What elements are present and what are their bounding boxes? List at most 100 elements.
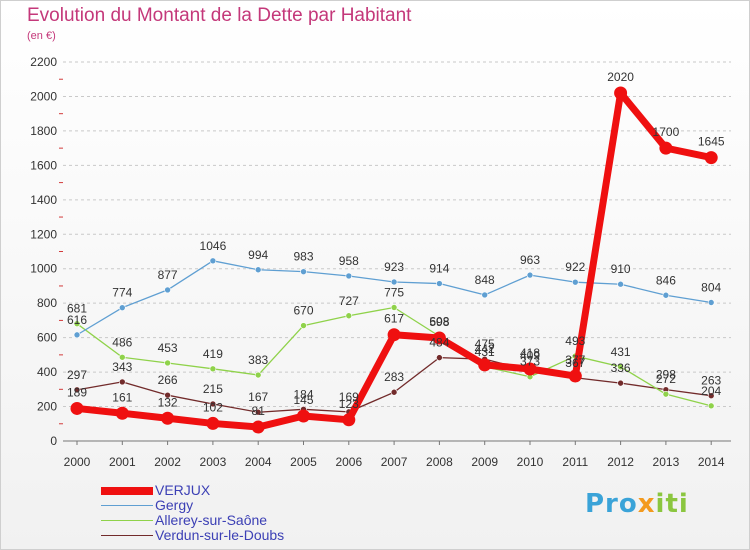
- data-point: [707, 299, 715, 306]
- x-tick-label: 2013: [653, 455, 680, 469]
- x-tick-label: 2001: [109, 455, 136, 469]
- data-label: 123: [339, 397, 359, 411]
- brand-logo-part: Pro: [585, 489, 638, 519]
- data-label: 727: [339, 294, 359, 308]
- data-point: [254, 371, 262, 379]
- data-point: [390, 388, 398, 396]
- legend-item: Gergy: [101, 498, 284, 513]
- data-point: [707, 392, 715, 399]
- data-label: 283: [384, 370, 404, 384]
- data-label: 484: [429, 336, 449, 350]
- brand-logo: Proxiti: [585, 489, 689, 519]
- data-label: 132: [158, 395, 178, 409]
- data-point: [70, 401, 84, 415]
- data-label: 846: [656, 273, 676, 287]
- data-label: 266: [158, 373, 178, 387]
- data-point: [707, 402, 715, 410]
- data-point: [119, 353, 126, 361]
- data-point: [436, 280, 443, 287]
- y-tick-label: 1400: [30, 193, 57, 207]
- data-label: 775: [384, 285, 404, 299]
- legend-label: Verdun-sur-le-Doubs: [155, 527, 285, 543]
- x-tick-label: 2011: [562, 455, 588, 469]
- x-tick-label: 2000: [64, 455, 91, 469]
- y-tick-label: 0: [50, 434, 57, 448]
- data-label: 167: [248, 390, 268, 404]
- data-label: 493: [565, 334, 585, 348]
- y-tick-label: 1200: [30, 227, 57, 241]
- data-label: 102: [203, 400, 223, 414]
- legend-swatch: [101, 534, 153, 537]
- data-label: 963: [520, 253, 540, 267]
- data-point: [662, 390, 670, 398]
- data-point: [390, 304, 398, 311]
- data-label: 373: [520, 355, 540, 369]
- data-point: [254, 266, 262, 274]
- data-label: 419: [203, 347, 223, 361]
- x-tick-label: 2012: [607, 455, 634, 469]
- x-tick-label: 2003: [200, 455, 227, 469]
- x-tick-label: 2007: [381, 455, 408, 469]
- data-label: 1700: [653, 125, 680, 139]
- brand-logo-part: iti: [655, 489, 689, 519]
- data-label: 877: [158, 268, 178, 282]
- data-label: 204: [701, 384, 721, 398]
- legend-item: VERJUX: [101, 483, 284, 498]
- data-label: 297: [67, 368, 87, 382]
- data-label: 298: [656, 368, 676, 382]
- data-label: 670: [293, 304, 313, 318]
- y-tick-label: 800: [37, 296, 57, 310]
- y-tick-label: 1000: [30, 262, 57, 276]
- y-tick-label: 2000: [30, 89, 57, 103]
- data-point: [387, 328, 401, 342]
- data-label: 848: [475, 273, 495, 287]
- data-point: [523, 362, 537, 376]
- data-point: [164, 391, 171, 399]
- data-point: [300, 322, 307, 329]
- data-label: 486: [112, 335, 132, 349]
- data-label: 189: [67, 385, 87, 399]
- x-tick-label: 2014: [698, 455, 725, 469]
- data-point: [254, 408, 262, 416]
- data-label: 367: [565, 356, 585, 370]
- data-label: 2020: [607, 70, 634, 84]
- data-label: 336: [611, 361, 631, 375]
- data-label: 215: [203, 382, 223, 396]
- data-point: [164, 286, 171, 294]
- chart-title: Evolution du Montant de la Dette par Hab…: [27, 5, 412, 26]
- data-point: [390, 278, 398, 286]
- data-point: [209, 257, 217, 265]
- data-point: [161, 411, 175, 425]
- data-point: [297, 409, 310, 423]
- data-point: [659, 141, 673, 155]
- data-label: 431: [475, 345, 495, 359]
- data-label: 453: [158, 341, 178, 355]
- data-point: [432, 331, 446, 345]
- data-label: 910: [611, 262, 631, 276]
- data-point: [617, 379, 624, 387]
- data-point: [481, 291, 489, 299]
- legend-label: Allerey-sur-Saône: [155, 512, 268, 528]
- data-label: 598: [429, 315, 449, 329]
- data-label: 418: [520, 346, 540, 360]
- data-point: [568, 369, 582, 383]
- data-point: [662, 291, 670, 299]
- y-tick-label: 1800: [30, 124, 57, 138]
- data-point: [115, 406, 129, 420]
- data-label: 383: [248, 353, 268, 367]
- data-point: [300, 268, 307, 275]
- data-label: 983: [293, 250, 313, 264]
- data-point: [209, 365, 217, 373]
- data-label: 161: [112, 390, 132, 404]
- x-tick-label: 2010: [517, 455, 544, 469]
- data-label: 1046: [200, 239, 227, 253]
- x-tick-label: 2005: [290, 455, 317, 469]
- data-label: 442: [475, 342, 495, 356]
- data-point: [73, 331, 81, 339]
- series-verjux: [70, 86, 718, 434]
- legend-item: Allerey-sur-Saône: [101, 513, 284, 528]
- data-label: 922: [565, 260, 585, 274]
- legend-swatch: [101, 486, 153, 495]
- y-tick-label: 400: [37, 365, 57, 379]
- data-point: [342, 413, 356, 427]
